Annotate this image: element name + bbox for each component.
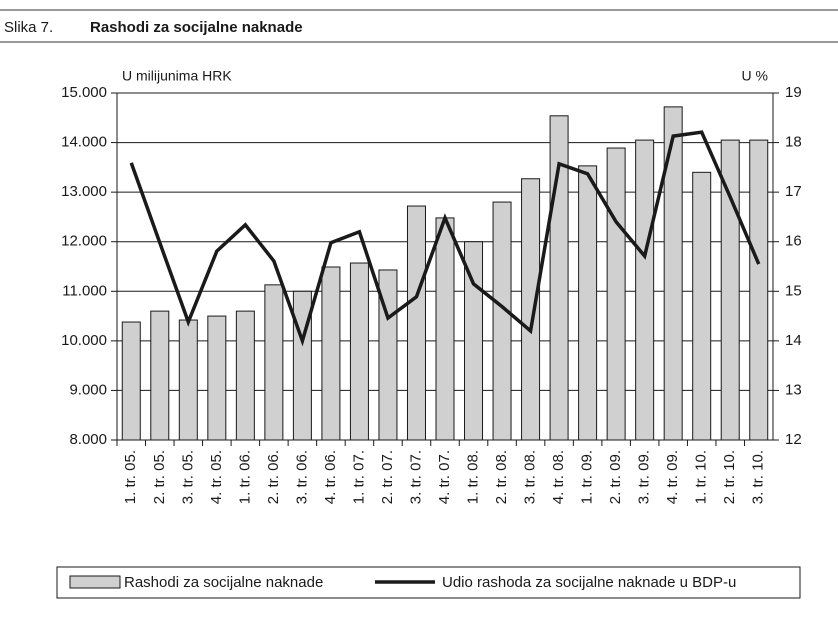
y-axis-label: U milijunima HRK [122, 68, 232, 84]
x-tick-label: 2. tr. 10. [721, 450, 738, 504]
x-tick-label: 2. tr. 06. [265, 450, 282, 504]
bar [235, 310, 255, 441]
bar [349, 262, 369, 441]
bar [150, 310, 170, 441]
y2-tick-label: 14 [785, 332, 802, 349]
bar [435, 217, 455, 441]
x-tick-label: 3. tr. 05. [179, 450, 196, 504]
y-tick-label: 15.000 [61, 84, 107, 101]
x-tick-label: 4. tr. 09. [664, 450, 681, 504]
y-tick-label: 8.000 [69, 431, 107, 448]
bar [606, 147, 626, 441]
y2-axis-label: U % [742, 68, 768, 84]
bar [749, 139, 769, 441]
x-tick-label: 2. tr. 07. [379, 450, 396, 504]
x-tick-label: 4. tr. 05. [208, 450, 225, 504]
line [129, 130, 761, 347]
y-tick-label: 14.000 [61, 134, 107, 151]
x-tick-label: 4. tr. 06. [322, 450, 339, 504]
chart-title: Rashodi za socijalne naknade [90, 19, 303, 36]
x-tick-label: 1. tr. 07. [350, 450, 367, 504]
y2-tick-label: 19 [785, 84, 802, 101]
x-tick-label: 1. tr. 05. [122, 450, 139, 504]
x-tick-label: 1. tr. 08. [464, 450, 481, 504]
x-tick-label: 1. tr. 09. [579, 450, 596, 504]
x-tick-label: 1. tr. 10. [693, 450, 710, 504]
y2-tick-label: 15 [785, 282, 802, 299]
y2-tick-label: 16 [785, 233, 802, 250]
legend-label: Udio rashoda za socijalne naknade u BDP-… [442, 574, 736, 591]
y2-tick-label: 18 [785, 134, 802, 151]
bar [692, 171, 712, 441]
legend-label: Rashodi za socijalne naknade [124, 574, 323, 591]
y-tick-label: 9.000 [69, 381, 107, 398]
bar [178, 319, 198, 441]
bar [635, 139, 655, 441]
x-tick-label: 4. tr. 08. [550, 450, 567, 504]
legend-swatch [69, 575, 121, 589]
y-tick-label: 12.000 [61, 233, 107, 250]
bar [521, 178, 541, 441]
bar [207, 315, 227, 441]
bar [264, 284, 284, 441]
y2-tick-label: 13 [785, 381, 802, 398]
legend-box [56, 566, 801, 599]
x-tick-label: 3. tr. 07. [407, 450, 424, 504]
x-tick-label: 3. tr. 08. [522, 450, 539, 504]
x-tick-label: 4. tr. 07. [436, 450, 453, 504]
y-tick-label: 11.000 [62, 282, 107, 299]
y2-tick-label: 17 [785, 183, 802, 200]
bar [121, 321, 141, 441]
x-tick-label: 2. tr. 05. [151, 450, 168, 504]
bar [406, 205, 426, 441]
y-tick-label: 13.000 [61, 183, 107, 200]
x-tick-label: 2. tr. 08. [493, 450, 510, 504]
x-tick-label: 1. tr. 06. [236, 450, 253, 504]
y2-tick-label: 12 [785, 431, 802, 448]
x-tick-label: 2. tr. 09. [607, 450, 624, 504]
x-tick-label: 3. tr. 09. [636, 450, 653, 504]
x-tick-label: 3. tr. 10. [750, 450, 767, 504]
bar [321, 266, 341, 441]
x-tick-label: 3. tr. 06. [293, 450, 310, 504]
y-tick-label: 10.000 [61, 332, 107, 349]
bar [492, 201, 512, 441]
figure-label: Slika 7. [4, 19, 53, 36]
bar [578, 165, 598, 441]
